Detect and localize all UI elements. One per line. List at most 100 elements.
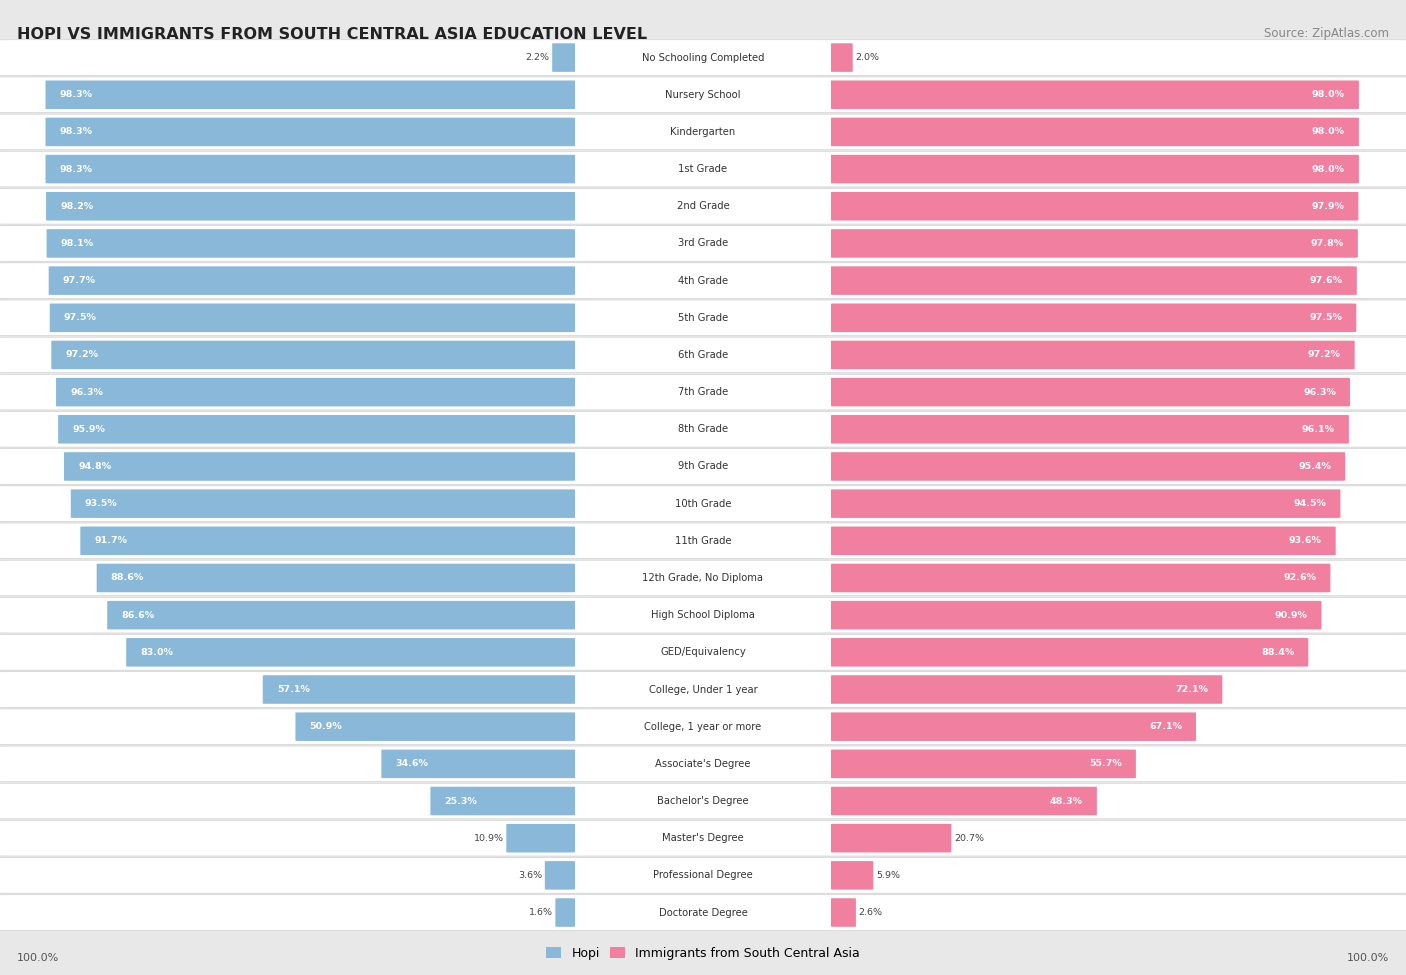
Text: 88.6%: 88.6% [111, 573, 143, 582]
Text: 92.6%: 92.6% [1284, 573, 1316, 582]
Text: HOPI VS IMMIGRANTS FROM SOUTH CENTRAL ASIA EDUCATION LEVEL: HOPI VS IMMIGRANTS FROM SOUTH CENTRAL AS… [17, 27, 647, 42]
Text: 9th Grade: 9th Grade [678, 461, 728, 472]
FancyBboxPatch shape [80, 526, 575, 555]
Text: 94.5%: 94.5% [1294, 499, 1326, 508]
Text: 8th Grade: 8th Grade [678, 424, 728, 434]
FancyBboxPatch shape [46, 192, 575, 220]
FancyBboxPatch shape [0, 225, 1406, 261]
Text: 98.2%: 98.2% [60, 202, 93, 211]
FancyBboxPatch shape [831, 303, 1357, 332]
FancyBboxPatch shape [553, 43, 575, 72]
FancyBboxPatch shape [0, 337, 1406, 372]
FancyBboxPatch shape [45, 155, 575, 183]
Text: 1st Grade: 1st Grade [679, 164, 727, 175]
FancyBboxPatch shape [831, 638, 1308, 667]
FancyBboxPatch shape [0, 188, 1406, 224]
FancyBboxPatch shape [45, 118, 575, 146]
FancyBboxPatch shape [49, 303, 575, 332]
FancyBboxPatch shape [831, 192, 1358, 220]
Text: 10.9%: 10.9% [474, 834, 503, 842]
Text: Kindergarten: Kindergarten [671, 127, 735, 136]
FancyBboxPatch shape [0, 448, 1406, 485]
Text: 93.6%: 93.6% [1289, 536, 1322, 545]
Legend: Hopi, Immigrants from South Central Asia: Hopi, Immigrants from South Central Asia [541, 942, 865, 965]
Text: 100.0%: 100.0% [1347, 954, 1389, 963]
Text: 94.8%: 94.8% [79, 462, 111, 471]
FancyBboxPatch shape [831, 229, 1358, 257]
Text: 97.2%: 97.2% [66, 350, 98, 360]
Text: Nursery School: Nursery School [665, 90, 741, 99]
Text: 48.3%: 48.3% [1050, 797, 1083, 805]
FancyBboxPatch shape [127, 638, 575, 667]
Text: 2nd Grade: 2nd Grade [676, 201, 730, 212]
FancyBboxPatch shape [831, 489, 1340, 518]
Text: 11th Grade: 11th Grade [675, 536, 731, 546]
FancyBboxPatch shape [0, 523, 1406, 559]
Text: 20.7%: 20.7% [955, 834, 984, 842]
FancyBboxPatch shape [831, 452, 1346, 481]
Text: 90.9%: 90.9% [1274, 610, 1308, 620]
FancyBboxPatch shape [506, 824, 575, 852]
FancyBboxPatch shape [0, 895, 1406, 930]
FancyBboxPatch shape [831, 787, 1097, 815]
FancyBboxPatch shape [0, 486, 1406, 522]
FancyBboxPatch shape [831, 378, 1350, 407]
Text: 93.5%: 93.5% [84, 499, 118, 508]
FancyBboxPatch shape [831, 340, 1355, 370]
Text: 98.3%: 98.3% [59, 165, 93, 174]
FancyBboxPatch shape [831, 750, 1136, 778]
Text: 2.6%: 2.6% [859, 908, 883, 917]
Text: 96.1%: 96.1% [1302, 425, 1334, 434]
FancyBboxPatch shape [0, 77, 1406, 112]
Text: 97.6%: 97.6% [1310, 276, 1343, 285]
Text: High School Diploma: High School Diploma [651, 610, 755, 620]
FancyBboxPatch shape [0, 561, 1406, 596]
FancyBboxPatch shape [45, 81, 575, 109]
Text: 2.0%: 2.0% [855, 53, 880, 62]
Text: 7th Grade: 7th Grade [678, 387, 728, 397]
Text: 88.4%: 88.4% [1261, 647, 1294, 657]
Text: College, 1 year or more: College, 1 year or more [644, 722, 762, 731]
FancyBboxPatch shape [831, 526, 1336, 555]
FancyBboxPatch shape [295, 713, 575, 741]
Text: 5th Grade: 5th Grade [678, 313, 728, 323]
FancyBboxPatch shape [831, 676, 1222, 704]
FancyBboxPatch shape [0, 151, 1406, 187]
FancyBboxPatch shape [546, 861, 575, 889]
Text: 25.3%: 25.3% [444, 797, 477, 805]
FancyBboxPatch shape [0, 263, 1406, 298]
Text: GED/Equivalency: GED/Equivalency [661, 647, 745, 657]
FancyBboxPatch shape [555, 898, 575, 927]
Text: 100.0%: 100.0% [17, 954, 59, 963]
Text: 97.8%: 97.8% [1310, 239, 1344, 248]
Text: Source: ZipAtlas.com: Source: ZipAtlas.com [1264, 27, 1389, 40]
FancyBboxPatch shape [831, 155, 1358, 183]
Text: 97.2%: 97.2% [1308, 350, 1341, 360]
FancyBboxPatch shape [381, 750, 575, 778]
FancyBboxPatch shape [0, 672, 1406, 707]
FancyBboxPatch shape [831, 601, 1322, 630]
FancyBboxPatch shape [0, 709, 1406, 745]
Text: 3.6%: 3.6% [517, 871, 543, 879]
Text: 2.2%: 2.2% [526, 53, 550, 62]
Text: Doctorate Degree: Doctorate Degree [658, 908, 748, 917]
Text: 97.5%: 97.5% [63, 313, 97, 323]
FancyBboxPatch shape [831, 898, 856, 927]
Text: 95.4%: 95.4% [1298, 462, 1331, 471]
FancyBboxPatch shape [831, 415, 1348, 444]
Text: 57.1%: 57.1% [277, 685, 309, 694]
Text: 1.6%: 1.6% [529, 908, 553, 917]
Text: 95.9%: 95.9% [72, 425, 105, 434]
FancyBboxPatch shape [0, 114, 1406, 150]
Text: 98.0%: 98.0% [1312, 91, 1344, 99]
Text: 86.6%: 86.6% [121, 610, 155, 620]
Text: 34.6%: 34.6% [395, 760, 429, 768]
FancyBboxPatch shape [831, 43, 852, 72]
FancyBboxPatch shape [263, 676, 575, 704]
FancyBboxPatch shape [49, 266, 575, 294]
FancyBboxPatch shape [831, 81, 1358, 109]
FancyBboxPatch shape [831, 266, 1357, 294]
Text: 98.1%: 98.1% [60, 239, 94, 248]
FancyBboxPatch shape [58, 415, 575, 444]
FancyBboxPatch shape [430, 787, 575, 815]
